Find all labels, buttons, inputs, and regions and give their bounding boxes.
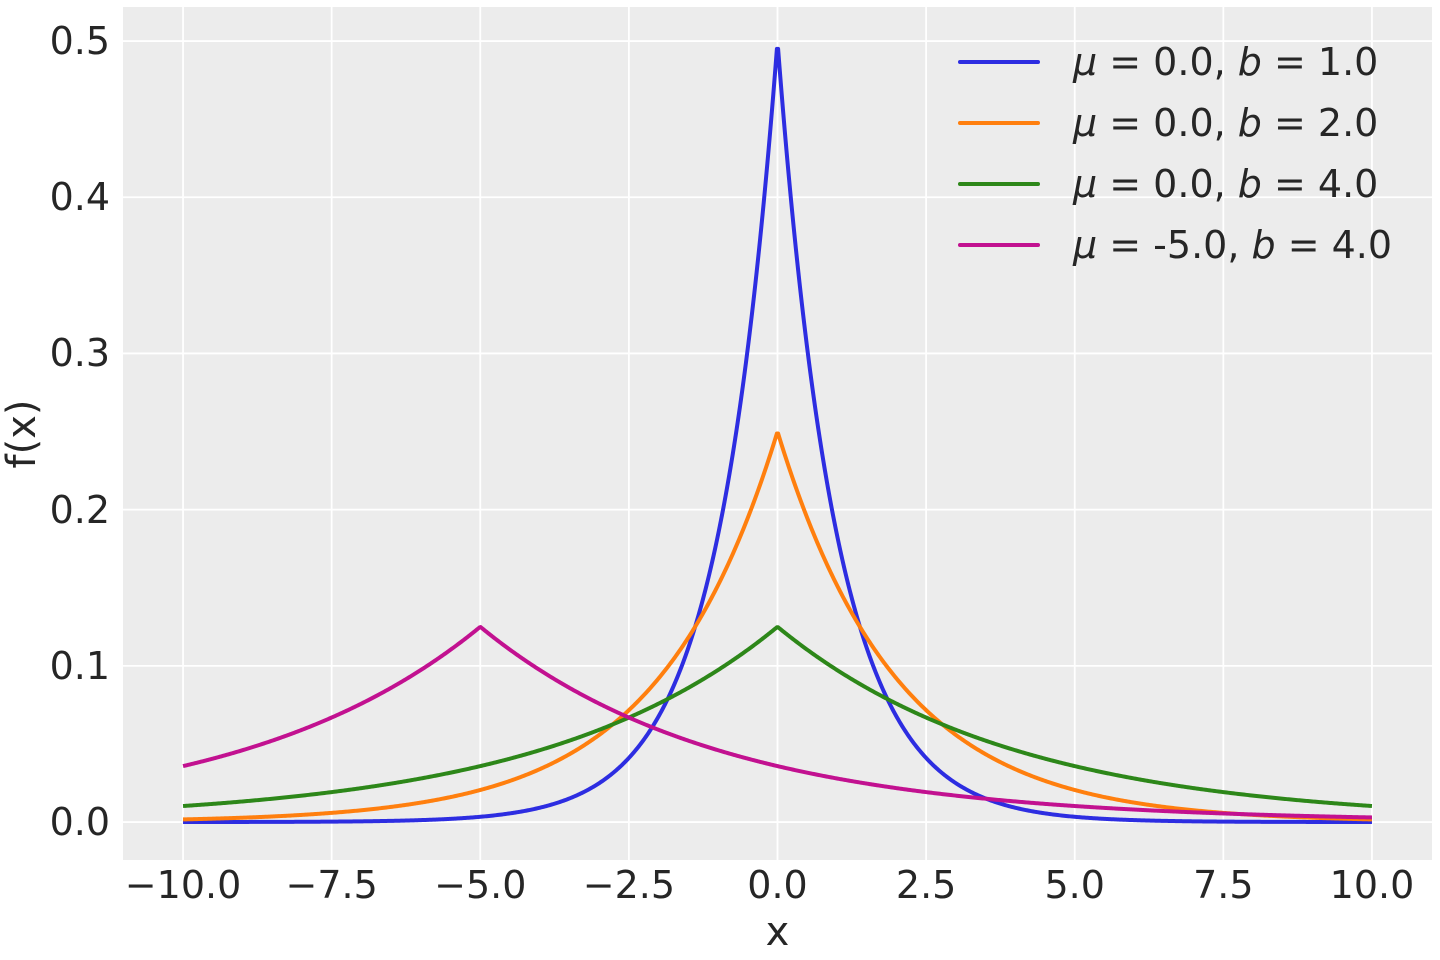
y-tick-label: 0.4 [49, 175, 110, 220]
x-tick-label: −5.0 [434, 863, 527, 907]
y-tick-label: 0.1 [49, 643, 110, 688]
chart-canvas [123, 7, 1432, 860]
x-tick-label: 2.5 [895, 863, 957, 907]
curve-series-0 [182, 46, 1373, 825]
curve-series-2 [182, 625, 1373, 809]
plot-area [123, 7, 1432, 860]
x-tick-label: 0.0 [747, 863, 808, 907]
y-tick-label: 0.3 [49, 331, 110, 376]
x-tick-label: 10.0 [1329, 863, 1415, 907]
x-tick-label: −10.0 [124, 863, 242, 907]
x-tick-label: 5.0 [1044, 863, 1105, 907]
y-tick-label: 0.0 [49, 800, 110, 845]
y-axis-label: f(x) [0, 399, 45, 469]
x-tick-label: −7.5 [285, 863, 378, 907]
x-tick-label: 7.5 [1193, 863, 1254, 907]
curve-series-1 [182, 431, 1373, 822]
curve-series-3 [182, 625, 1373, 820]
x-tick-label: −2.5 [582, 863, 676, 907]
y-tick-label: 0.2 [49, 487, 110, 532]
y-tick-label: 0.5 [49, 19, 110, 64]
x-axis-label: x [765, 909, 790, 955]
